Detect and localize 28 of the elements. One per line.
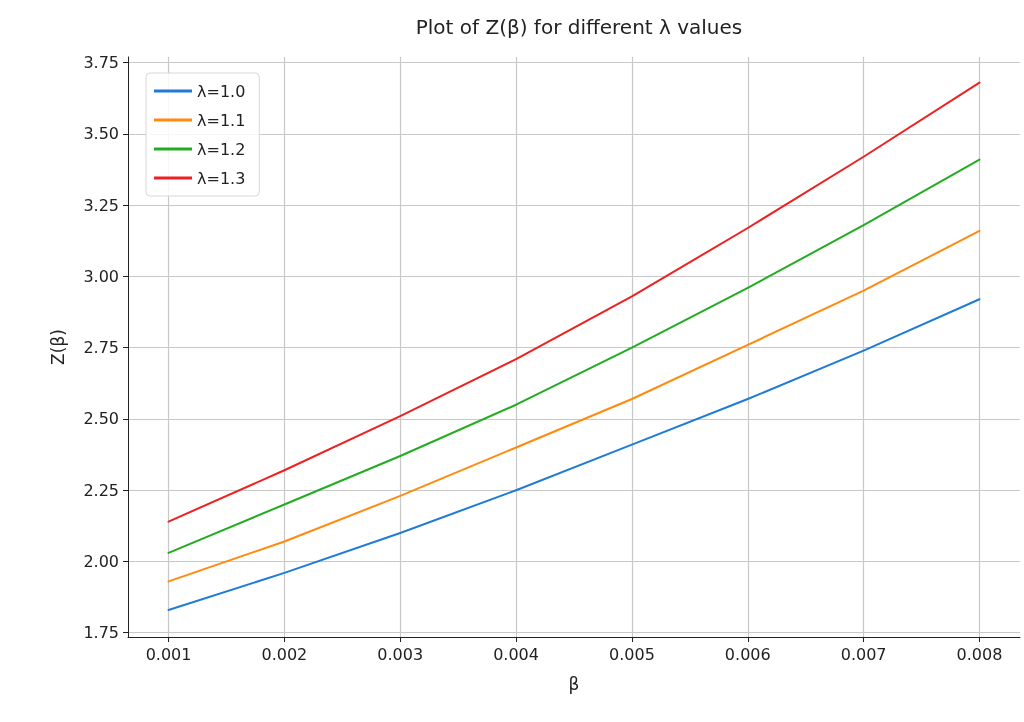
legend-label: λ=1.2 [197,139,246,159]
line-series [167,81,981,523]
x-tick-label: 0.007 [840,644,887,664]
y-tick-label: 3.50 [83,124,119,144]
x-axis-title: β [568,673,580,694]
y-tick-label: 2.50 [83,409,119,429]
line-series [167,229,981,583]
legend-label: λ=1.3 [197,168,246,188]
y-tick-label: 2.25 [83,480,119,500]
y-tick-label: 2.75 [83,338,119,358]
y-tick-label: 3.00 [83,266,119,286]
x-tick-label: 0.006 [724,644,771,664]
legend-label: λ=1.0 [197,81,246,101]
y-tick-label: 3.25 [83,195,119,215]
y-tick-label: 1.75 [83,623,119,643]
x-tick-label: 0.001 [145,644,192,664]
x-tick-label: 0.004 [493,644,539,664]
line-series [167,298,981,611]
y-axis-title: Z(β) [47,329,68,365]
y-tick-label: 2.00 [83,551,119,571]
legend-label: λ=1.1 [197,110,246,130]
chart-title: Plot of Z(β) for different λ values [415,15,743,39]
x-tick-label: 0.005 [609,644,655,664]
x-tick-label: 0.002 [261,644,308,664]
line-series [167,158,981,554]
y-tick-label: 3.75 [83,53,119,73]
x-tick-label: 0.008 [956,644,1003,664]
x-tick-label: 0.003 [377,644,424,664]
